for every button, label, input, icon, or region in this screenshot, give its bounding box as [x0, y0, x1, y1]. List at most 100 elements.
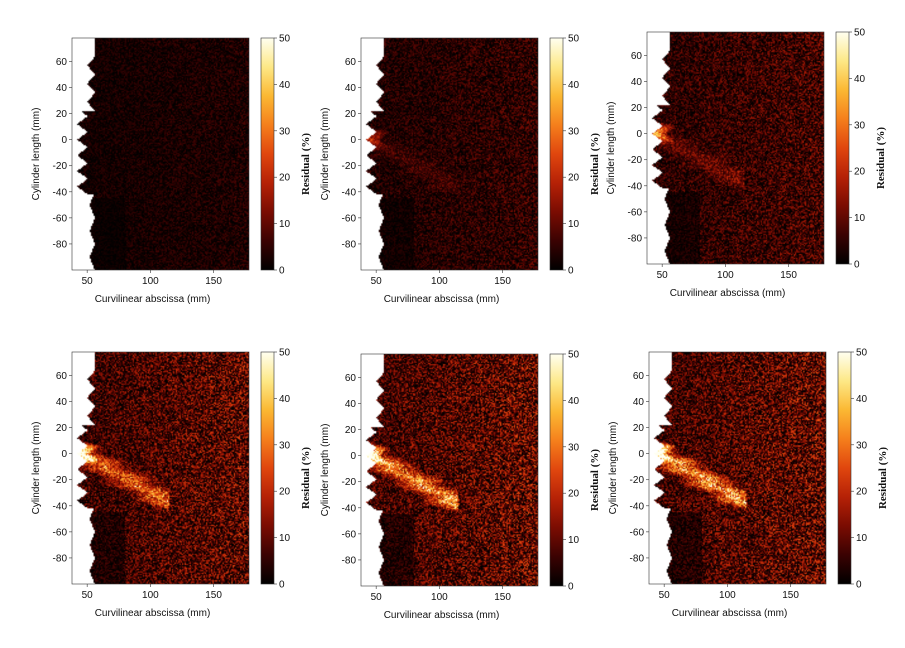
heatmap-image	[649, 352, 826, 584]
y-tick-label: -60	[53, 213, 68, 224]
colorbar-tick-label: 0	[568, 266, 574, 277]
y-tick-label: 40	[345, 83, 357, 94]
colorbar-tick-label: 50	[568, 34, 580, 45]
x-tick-label: 150	[780, 270, 797, 281]
x-tick-label: 100	[431, 592, 448, 603]
residual-panel: 60 40 20 0 -20 -40 -60 -80 50 100 150 Curvilinear a…	[25, 26, 320, 326]
y-tick-label: 20	[345, 425, 357, 436]
y-tick-label: 40	[345, 399, 357, 410]
y-tick-label: 40	[633, 397, 645, 408]
colorbar-tick-label: 20	[568, 489, 580, 500]
colorbar-tick-label: 30	[568, 442, 580, 453]
y-tick-label: -20	[630, 475, 645, 486]
colorbar-tick-label: 50	[856, 348, 868, 359]
x-tick-label: 50	[82, 276, 94, 287]
colorbar-label: Residual (%)	[589, 133, 601, 195]
colorbar-tick-label: 30	[568, 126, 580, 137]
x-tick-label: 50	[82, 590, 94, 601]
colorbar-tick-label: 10	[854, 213, 866, 224]
y-tick-label: 60	[633, 371, 645, 382]
colorbar-tick-label: 30	[856, 440, 868, 451]
x-tick-label: 150	[494, 592, 511, 603]
x-axis-label: Curvilinear abscissa (mm)	[672, 608, 788, 619]
y-axis-label: Cylinder length (mm)	[606, 102, 617, 195]
y-tick-label: 0	[350, 451, 356, 462]
plot-frame	[71, 37, 250, 271]
y-axis-label: Cylinder length (mm)	[320, 424, 331, 517]
y-tick-label: -20	[342, 161, 357, 172]
y-tick-label: 40	[631, 77, 643, 88]
colorbar-tick-label: 40	[856, 394, 868, 405]
colorbar	[549, 37, 564, 271]
y-tick-label: -20	[53, 475, 68, 486]
x-axis-label: Curvilinear abscissa (mm)	[95, 294, 211, 305]
colorbar-tick-label: 50	[279, 34, 291, 45]
y-axis-label: Cylinder length (mm)	[31, 108, 42, 201]
x-tick-label: 100	[717, 270, 734, 281]
colorbar-tick-label: 10	[279, 219, 291, 230]
y-tick-label: 60	[345, 57, 357, 68]
colorbar-tick-label: 30	[279, 440, 291, 451]
y-tick-label: 40	[56, 83, 68, 94]
x-tick-label: 150	[205, 590, 222, 601]
y-tick-label: -40	[342, 503, 357, 514]
colorbar-tick-label: 0	[568, 582, 574, 593]
y-tick-label: -20	[342, 477, 357, 488]
y-tick-label: -40	[53, 501, 68, 512]
plot-frame	[648, 351, 827, 585]
y-tick-label: -80	[53, 239, 68, 250]
y-axis-label: Cylinder length (mm)	[31, 422, 42, 515]
colorbar-tick-label: 20	[854, 167, 866, 178]
colorbar-tick-label: 40	[568, 80, 580, 91]
colorbar-tick-label: 40	[854, 74, 866, 85]
colorbar-tick-label: 0	[854, 260, 860, 271]
x-tick-label: 100	[142, 590, 159, 601]
y-tick-label: 0	[638, 449, 644, 460]
colorbar-label: Residual (%)	[589, 449, 601, 511]
x-axis-label: Curvilinear abscissa (mm)	[95, 608, 211, 619]
colorbar-tick-label: 30	[279, 126, 291, 137]
y-tick-label: 20	[56, 109, 68, 120]
y-axis-label: Cylinder length (mm)	[608, 422, 619, 515]
y-tick-label: -60	[628, 207, 643, 218]
heatmap-image	[72, 352, 249, 584]
y-tick-label: -80	[630, 553, 645, 564]
colorbar	[260, 351, 275, 585]
y-tick-label: 20	[345, 109, 357, 120]
x-tick-label: 150	[782, 590, 799, 601]
y-tick-label: -80	[342, 239, 357, 250]
colorbar	[837, 351, 852, 585]
plot-frame	[71, 351, 250, 585]
residual-panel: 60 40 20 0 -20 -40 -60 -80 50 100 150 Curvilinear a…	[25, 340, 320, 640]
x-tick-label: 150	[205, 276, 222, 287]
colorbar-tick-label: 20	[568, 173, 580, 184]
colorbar-tick-label: 20	[279, 487, 291, 498]
colorbar	[549, 353, 564, 587]
y-tick-label: 0	[636, 129, 642, 140]
colorbar-tick-label: 10	[279, 533, 291, 544]
x-tick-label: 100	[719, 590, 736, 601]
y-tick-label: -20	[53, 161, 68, 172]
colorbar	[835, 31, 850, 265]
colorbar-tick-label: 20	[279, 173, 291, 184]
colorbar-tick-label: 50	[279, 348, 291, 359]
y-tick-label: -60	[53, 527, 68, 538]
x-tick-label: 50	[659, 590, 671, 601]
y-tick-label: -60	[630, 527, 645, 538]
heatmap-image	[361, 354, 538, 586]
plot-frame	[646, 31, 825, 265]
colorbar-tick-label: 40	[568, 396, 580, 407]
colorbar-label: Residual (%)	[877, 447, 889, 509]
colorbar-tick-label: 50	[854, 28, 866, 39]
y-tick-label: -40	[342, 187, 357, 198]
y-tick-label: 0	[61, 135, 67, 146]
x-axis-label: Curvilinear abscissa (mm)	[384, 610, 500, 621]
y-tick-label: -40	[628, 181, 643, 192]
y-tick-label: 40	[56, 397, 68, 408]
colorbar-label: Residual (%)	[300, 447, 312, 509]
colorbar-tick-label: 10	[568, 219, 580, 230]
